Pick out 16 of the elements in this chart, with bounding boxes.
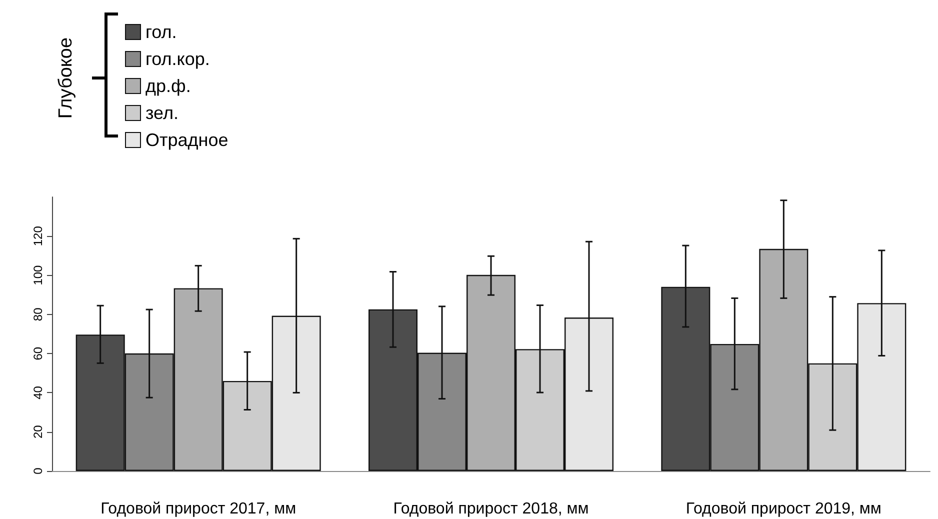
legend-label: др.ф. xyxy=(146,76,191,96)
legend-title: Глубокое xyxy=(56,37,76,119)
x-tick-label: Годовой прирост 2017, мм xyxy=(100,500,296,518)
y-tick-label: 0 xyxy=(31,467,45,474)
y-tick-label: 120 xyxy=(31,226,45,246)
legend-label: гол.кор. xyxy=(146,49,210,69)
x-tick-label: Годовой прирост 2018, мм xyxy=(393,500,589,518)
y-tick-label: 80 xyxy=(31,307,45,322)
y-tick-label: 20 xyxy=(31,424,45,439)
y-tick-label: 40 xyxy=(31,386,45,400)
x-tick-label: Годовой прирост 2019, мм xyxy=(686,500,882,518)
legend-label: зел. xyxy=(146,103,178,123)
y-tick-label: 100 xyxy=(31,264,45,286)
legend-label: гол. xyxy=(146,22,177,42)
legend-label: Отрадное xyxy=(146,130,228,150)
y-tick-label: 60 xyxy=(31,346,45,360)
